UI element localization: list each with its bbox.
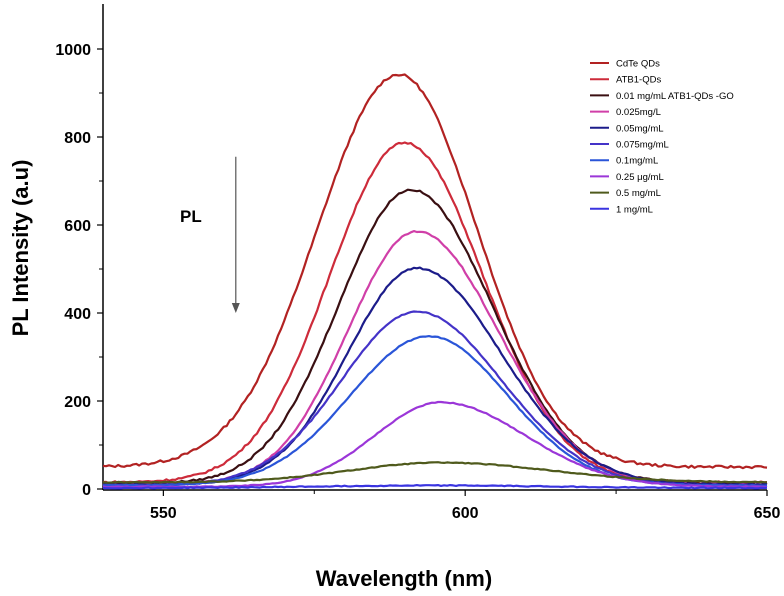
series-line-2 [102,141,768,485]
y-tick-label: 600 [64,218,91,235]
legend-label: 0.01 mg/mL ATB1-QDs -GO [616,91,734,102]
legend-label: 0.075mg/mL [616,140,669,151]
legend-label: 0.05mg/mL [616,123,664,134]
legend: CdTe QDs ATB1-QDs 0.01 mg/mL ATB1-QDs -GO 0… [590,59,734,215]
x-axis-title: Wavelength (nm) [316,566,492,591]
y-tick-label: 400 [64,306,91,323]
legend-label: 0.25 μg/mL [616,172,664,183]
y-axis-title: PL Intensity (a.u) [8,160,33,337]
x-tick-label: 600 [452,505,479,522]
x-axis-ticks: 550 600 650 [150,490,780,522]
series-line-5 [102,266,768,487]
spectra-lines [102,73,768,490]
x-tick-label: 550 [150,505,177,522]
pl-annotation-label: PL [180,207,202,226]
y-tick-label: 800 [64,130,91,147]
y-tick-label: 0 [82,482,91,499]
series-line-4 [102,230,768,487]
series-line-10 [102,484,768,490]
series-line-7 [102,335,768,487]
y-axis-ticks: 0 200 400 600 800 1000 [55,42,103,499]
series-line-1 [102,73,768,470]
legend-label: 0.5 mg/mL [616,188,661,199]
y-tick-label: 200 [64,394,91,411]
series-line-9 [102,461,768,484]
x-tick-label: 650 [754,505,781,522]
legend-label: 1 mg/mL [616,204,653,215]
legend-label: CdTe QDs [616,59,660,70]
pl-arrow-head [231,303,240,313]
legend-label: 0.025mg/L [616,107,661,118]
y-tick-label: 1000 [55,42,91,59]
legend-label: 0.1mg/mL [616,156,658,167]
legend-label: ATB1-QDs [616,75,661,86]
